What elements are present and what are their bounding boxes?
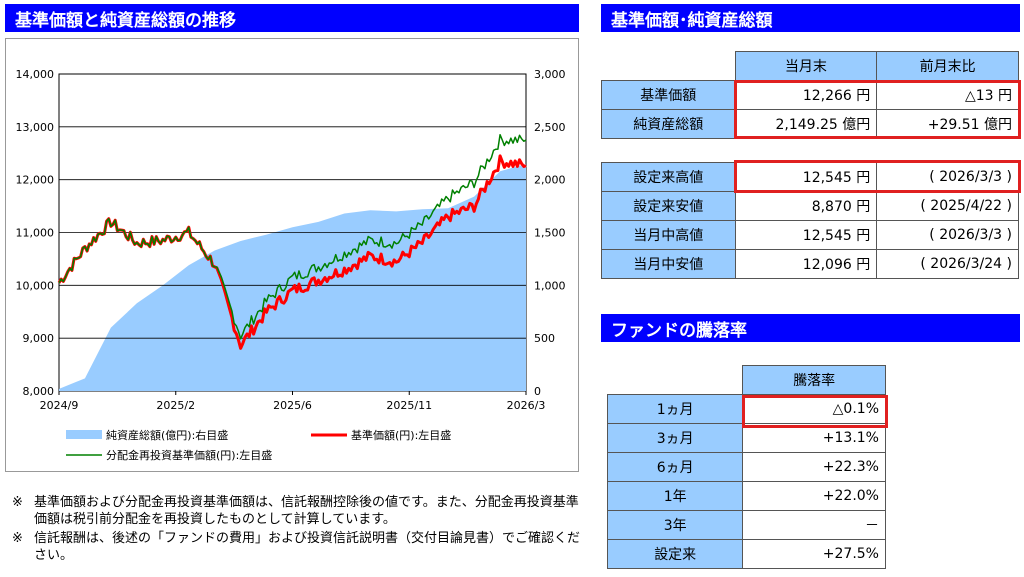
stat-value: 12,545 円 <box>734 162 878 192</box>
nav-value: 12,266 円 <box>734 80 878 110</box>
chart-section-title: 基準価額と純資産総額の推移 <box>5 4 579 32</box>
y-right-tick-label: 2,500 <box>534 121 566 134</box>
stat-label: 当月中高値 <box>601 220 736 250</box>
row-label-net-assets: 純資産総額 <box>601 109 736 139</box>
y-right-tick-label: 500 <box>534 332 555 345</box>
table-row: 基準価額 12,266 円 △13 円 <box>601 80 1019 110</box>
perf-table-corner <box>608 366 743 395</box>
nav-table-corner <box>602 52 736 81</box>
table-row: 1ヵ月 △0.1% <box>606 394 886 424</box>
net-assets-change: +29.51 億円 <box>876 109 1019 139</box>
nav-change: △13 円 <box>876 80 1019 110</box>
legend-label: 基準価額(円):左目盛 <box>351 428 451 442</box>
price-chart: 14,000 13,000 12,000 11,000 10,000 9,000 8,000… <box>5 38 579 472</box>
table-row: 当月中安値 12,096 円 ( 2026/3/24 ) <box>601 249 1019 279</box>
nav-section-title: 基準価額･純資産総額 <box>601 4 1020 32</box>
performance-section-title: ファンドの騰落率 <box>601 314 1020 342</box>
period-label: 3年 <box>606 510 744 540</box>
stat-label: 設定来安値 <box>601 191 736 221</box>
return-value: +22.3% <box>742 452 886 482</box>
stat-date: ( 2025/4/22 ) <box>876 191 1019 221</box>
row-label-nav: 基準価額 <box>601 80 736 110</box>
stat-value: 8,870 円 <box>734 191 878 221</box>
y-left-tick-label: 12,000 <box>16 174 55 187</box>
y-left-tick-label: 11,000 <box>16 227 55 240</box>
x-tick-label: 2025/6 <box>273 399 312 412</box>
footnote: ※ 信託報酬は、後述の「ファンドの費用」および投資信託説明書（交付目論見書）でご… <box>12 530 582 564</box>
stat-value: 12,545 円 <box>734 220 878 250</box>
net-assets-area <box>59 163 526 391</box>
stat-date: ( 2026/3/3 ) <box>876 220 1019 250</box>
y-left-tick-label: 9,000 <box>23 332 55 345</box>
y-left-tick-label: 14,000 <box>16 68 55 81</box>
return-value: △0.1% <box>742 394 886 424</box>
table-row: 1年 +22.0% <box>606 481 886 511</box>
x-tick-label: 2025/2 <box>156 399 195 412</box>
table-row: 設定来高値 12,545 円 ( 2026/3/3 ) <box>601 162 1019 192</box>
return-value: +27.5% <box>742 539 886 569</box>
table-row: 純資産総額 2,149.25 億円 +29.51 億円 <box>601 109 1019 139</box>
return-value: +22.0% <box>742 481 886 511</box>
note-text: 信託報酬は、後述の「ファンドの費用」および投資信託説明書（交付目論見書）でご確認… <box>34 531 581 563</box>
performance-table: 騰落率 1ヵ月 △0.1% 3ヵ月 +13.1% 6ヵ月 +22.3% 1年 +… <box>606 365 886 569</box>
nav-table: 当月末 前月末比 基準価額 12,266 円 △13 円 純資産総額 2,149… <box>601 51 1019 139</box>
note-mark: ※ <box>12 495 23 510</box>
note-text: 基準価額および分配金再投資基準価額は、信託報酬控除後の値です。また、分配金再投資… <box>34 495 579 527</box>
period-label: 1ヵ月 <box>606 394 744 424</box>
stat-label: 設定来高値 <box>601 162 736 192</box>
y-right-tick-label: 1,500 <box>534 227 566 240</box>
stat-date: ( 2026/3/24 ) <box>876 249 1019 279</box>
stat-value: 12,096 円 <box>734 249 878 279</box>
legend-label: 純資産総額(億円):右目盛 <box>106 428 228 442</box>
y-right-tick-label: 1,000 <box>534 279 566 292</box>
x-tick-label: 2024/9 <box>40 399 79 412</box>
header-change: 前月末比 <box>876 51 1019 81</box>
table-row: 6ヵ月 +22.3% <box>606 452 886 482</box>
stat-label: 当月中安値 <box>601 249 736 279</box>
legend-label: 分配金再投資基準価額(円):左目盛 <box>106 448 272 462</box>
stats-table: 設定来高値 12,545 円 ( 2026/3/3 ) 設定来安値 8,870 … <box>601 162 1019 279</box>
footnotes: ※ 基準価額および分配金再投資基準価額は、信託報酬控除後の値です。また、分配金再… <box>12 494 582 566</box>
y-right-tick-label: 2,000 <box>534 174 566 187</box>
header-month-end: 当月末 <box>734 51 878 81</box>
table-row: 当月中高値 12,545 円 ( 2026/3/3 ) <box>601 220 1019 250</box>
return-value: － <box>742 510 886 540</box>
period-label: 1年 <box>606 481 744 511</box>
return-value: +13.1% <box>742 423 886 453</box>
y-left-tick-label: 13,000 <box>16 121 55 134</box>
note-mark: ※ <box>12 531 23 546</box>
x-tick-label: 2026/3 <box>507 399 546 412</box>
net-assets-value: 2,149.25 億円 <box>734 109 878 139</box>
period-label: 3ヵ月 <box>606 423 744 453</box>
period-label: 設定来 <box>606 539 744 569</box>
table-row: 設定来 +27.5% <box>606 539 886 569</box>
period-label: 6ヵ月 <box>606 452 744 482</box>
y-right-tick-label: 0 <box>534 385 541 398</box>
table-row: 3年 － <box>606 510 886 540</box>
table-row: 設定来安値 8,870 円 ( 2025/4/22 ) <box>601 191 1019 221</box>
chart-svg: 14,000 13,000 12,000 11,000 10,000 9,000 8,000… <box>16 68 566 462</box>
stat-date: ( 2026/3/3 ) <box>876 162 1019 192</box>
table-row: 3ヵ月 +13.1% <box>606 423 886 453</box>
reinvested-nav-line <box>58 133 527 340</box>
footnote: ※ 基準価額および分配金再投資基準価額は、信託報酬控除後の値です。また、分配金再… <box>12 494 582 528</box>
header-return: 騰落率 <box>742 365 886 395</box>
x-tick-label: 2025/11 <box>386 399 432 412</box>
y-left-tick-label: 10,000 <box>16 279 55 292</box>
y-left-tick-label: 8,000 <box>23 385 55 398</box>
y-right-tick-label: 3,000 <box>534 68 566 81</box>
legend-swatch <box>66 430 102 439</box>
